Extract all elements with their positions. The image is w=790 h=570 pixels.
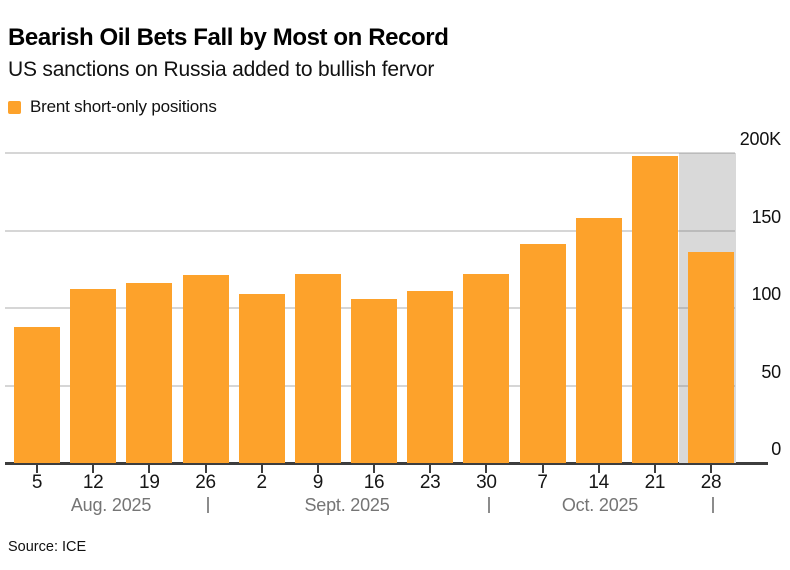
x-axis-day-label: 14: [588, 472, 609, 493]
x-axis-day-label: 23: [419, 472, 441, 493]
gridline: [5, 229, 735, 232]
gridline: [5, 152, 735, 154]
x-axis-month-label: Oct. 2025: [561, 495, 639, 515]
bar-19: [126, 283, 173, 463]
x-axis-day-label: 12: [82, 472, 104, 493]
x-axis-tick: [260, 464, 263, 473]
x-axis-day-label: 7: [537, 472, 548, 493]
x-axis-tick: [316, 464, 319, 473]
x-axis-day-label: 5: [31, 472, 43, 493]
chart-title: Bearish Oil Bets Fall by Most on Record: [8, 24, 449, 51]
x-axis-day-label: 19: [139, 472, 160, 493]
x-axis-tick: [148, 464, 151, 473]
x-axis-month-label: Aug. 2025: [70, 495, 152, 515]
x-axis-day-label: 30: [476, 472, 497, 493]
bar-26: [182, 275, 229, 463]
x-axis-tick: [653, 464, 656, 473]
y-axis-tick-label: 200K: [739, 129, 781, 149]
bar-9: [294, 273, 341, 463]
month-separator: [207, 497, 209, 513]
bar-5: [14, 326, 60, 463]
x-axis-day-label: 21: [644, 472, 666, 493]
bar-14: [575, 218, 622, 463]
x-axis-day-label: 26: [195, 472, 216, 493]
legend-swatch-icon: [8, 100, 21, 114]
y-axis-tick-label: 0: [771, 439, 781, 459]
chart-subtitle: US sanctions on Russia added to bullish …: [8, 58, 435, 81]
x-axis-tick: [36, 464, 38, 473]
bar-28: [688, 252, 735, 463]
x-axis-tick: [710, 464, 713, 473]
x-axis-tick: [541, 464, 544, 473]
x-axis-tick: [597, 464, 600, 473]
bar-21: [631, 156, 678, 463]
x-axis-line: [5, 462, 768, 465]
legend-label: Brent short-only positions: [30, 97, 217, 116]
x-axis-tick: [485, 464, 488, 473]
x-axis-tick: [204, 464, 207, 473]
bar-7: [519, 244, 566, 463]
source-note: Source: ICE: [8, 539, 87, 555]
x-axis-day-label: 2: [256, 472, 268, 493]
bar-23: [407, 290, 454, 463]
x-axis-tick: [92, 464, 95, 473]
month-separator: [712, 497, 714, 513]
x-axis-month-label: Sept. 2025: [304, 495, 390, 515]
bar-16: [351, 298, 398, 463]
y-axis-tick-label: 100: [751, 284, 782, 304]
y-axis-tick-label: 50: [761, 361, 781, 382]
bar-30: [463, 273, 510, 463]
month-separator: [488, 497, 490, 513]
y-axis-tick-label: 150: [751, 206, 782, 227]
plot-area: [5, 152, 736, 463]
y-axis-labels: 0 50 100 150 200K: [735, 130, 786, 463]
legend: Brent short-only positions: [8, 97, 217, 117]
x-axis-day-label: 16: [363, 472, 385, 493]
x-axis-tick: [429, 464, 432, 473]
bar-2: [238, 294, 285, 463]
x-axis-tick: [373, 464, 376, 473]
x-axis-day-label: 28: [700, 472, 722, 493]
bar-12: [70, 289, 117, 463]
x-axis-day-label: 9: [312, 472, 324, 493]
